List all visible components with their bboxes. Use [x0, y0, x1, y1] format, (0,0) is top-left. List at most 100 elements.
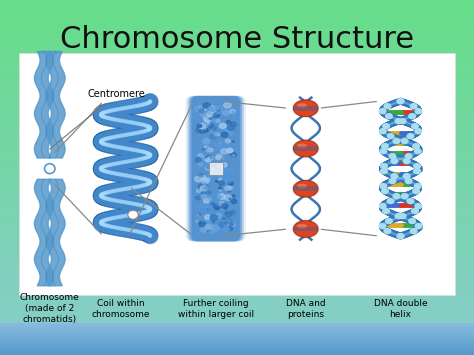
Circle shape — [225, 144, 231, 149]
Bar — [0, 153, 474, 156]
Circle shape — [201, 183, 207, 188]
Bar — [0, 89, 474, 92]
FancyBboxPatch shape — [190, 96, 242, 241]
Circle shape — [224, 195, 232, 200]
Circle shape — [401, 139, 408, 144]
Bar — [0, 288, 474, 291]
Bar — [0, 46, 474, 50]
Bar — [293, 227, 318, 231]
Circle shape — [205, 224, 213, 229]
Circle shape — [204, 118, 210, 122]
Circle shape — [407, 198, 414, 203]
Bar — [0, 142, 474, 146]
Bar — [0, 60, 474, 64]
Circle shape — [386, 219, 392, 224]
Bar — [209, 162, 223, 175]
Circle shape — [203, 103, 210, 109]
Circle shape — [216, 177, 218, 179]
Circle shape — [223, 229, 228, 233]
Bar — [0, 337, 474, 338]
Circle shape — [205, 165, 212, 170]
Bar — [0, 0, 474, 4]
Circle shape — [198, 184, 205, 190]
Circle shape — [218, 115, 219, 116]
Bar — [0, 252, 474, 256]
Circle shape — [217, 154, 222, 158]
Circle shape — [401, 193, 408, 198]
Circle shape — [405, 154, 412, 159]
Circle shape — [210, 126, 216, 131]
Bar — [0, 106, 474, 110]
Circle shape — [214, 132, 219, 136]
Circle shape — [200, 129, 205, 133]
Circle shape — [205, 178, 210, 182]
Circle shape — [405, 179, 412, 184]
Circle shape — [228, 186, 233, 190]
Circle shape — [232, 141, 234, 142]
Bar — [0, 50, 474, 53]
Bar — [0, 337, 474, 341]
Circle shape — [204, 138, 209, 142]
Circle shape — [196, 220, 199, 222]
Bar — [0, 320, 474, 323]
Bar — [0, 302, 474, 305]
Circle shape — [395, 214, 402, 219]
Circle shape — [232, 111, 234, 113]
Circle shape — [226, 120, 230, 124]
Bar — [0, 353, 474, 354]
Polygon shape — [46, 51, 65, 158]
Bar — [0, 43, 474, 46]
Circle shape — [224, 221, 228, 224]
Circle shape — [215, 201, 219, 204]
Circle shape — [200, 127, 206, 131]
Bar — [293, 186, 318, 191]
Circle shape — [208, 124, 210, 125]
Circle shape — [206, 158, 210, 162]
Circle shape — [209, 113, 210, 114]
Circle shape — [224, 206, 230, 211]
Circle shape — [209, 111, 216, 116]
Bar — [0, 71, 474, 75]
Circle shape — [399, 119, 406, 124]
Circle shape — [230, 122, 237, 127]
Bar — [0, 327, 474, 330]
Bar — [293, 106, 318, 110]
Bar — [0, 202, 474, 206]
Circle shape — [389, 154, 396, 159]
Circle shape — [205, 109, 211, 114]
Bar — [0, 336, 474, 337]
Circle shape — [230, 110, 235, 113]
Circle shape — [224, 227, 229, 231]
Circle shape — [407, 134, 414, 139]
Ellipse shape — [292, 99, 319, 118]
Circle shape — [222, 110, 229, 115]
Circle shape — [200, 206, 206, 212]
Bar — [0, 117, 474, 121]
Circle shape — [386, 114, 392, 119]
Circle shape — [215, 165, 220, 170]
Circle shape — [380, 184, 387, 189]
Circle shape — [210, 123, 213, 125]
Circle shape — [222, 163, 228, 167]
Bar — [0, 341, 474, 344]
Circle shape — [203, 198, 210, 203]
Circle shape — [393, 193, 400, 198]
Circle shape — [199, 214, 201, 215]
Circle shape — [216, 180, 218, 182]
Bar — [0, 348, 474, 349]
Circle shape — [397, 99, 404, 104]
Circle shape — [216, 119, 220, 122]
Circle shape — [196, 129, 201, 133]
Circle shape — [199, 163, 203, 165]
Circle shape — [202, 148, 205, 151]
FancyBboxPatch shape — [186, 96, 246, 241]
Bar — [0, 92, 474, 96]
Bar — [0, 174, 474, 178]
Bar — [0, 213, 474, 217]
Circle shape — [214, 113, 218, 115]
Circle shape — [208, 228, 215, 233]
Bar — [0, 270, 474, 273]
Text: Further coiling
within larger coil: Further coiling within larger coil — [178, 299, 254, 319]
Circle shape — [391, 159, 398, 164]
Circle shape — [230, 168, 233, 171]
